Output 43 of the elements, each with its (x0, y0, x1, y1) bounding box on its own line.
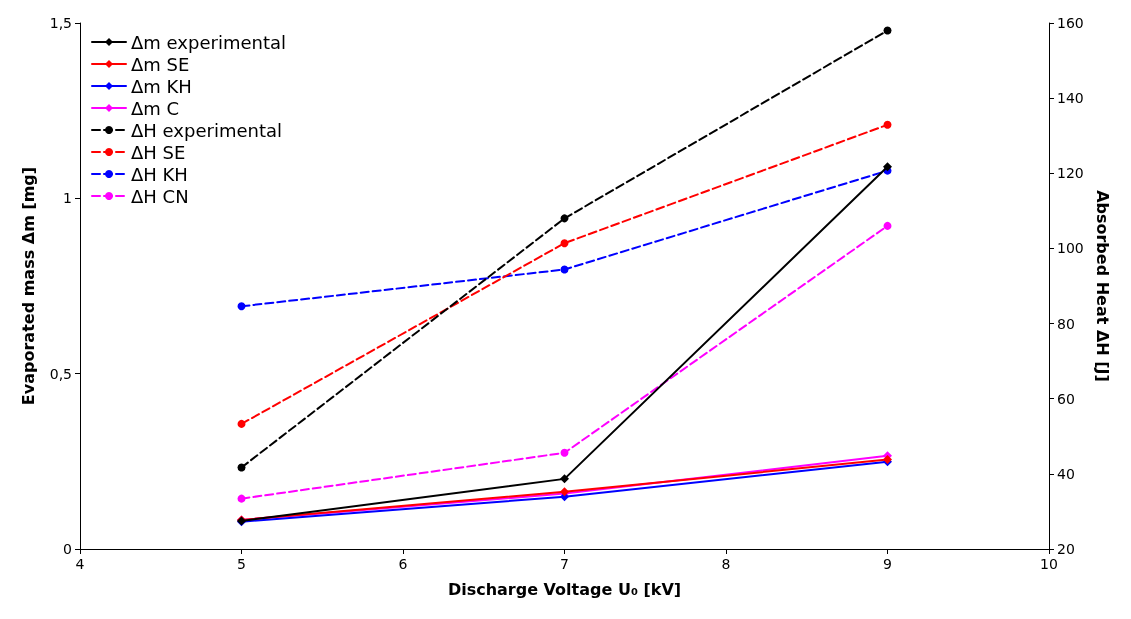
point (237, 463, 246, 472)
y2-axis-title: Absorbed Heat ΔH [J] (1093, 190, 1113, 382)
point (560, 214, 569, 223)
legend-label: Δm C (131, 97, 180, 119)
point (237, 302, 246, 311)
y-tick-label: 0,5 (49, 365, 72, 382)
y-tick-label: 0 (63, 541, 72, 557)
x-axis-title: Discharge Voltage U₀ [kV] (447, 579, 682, 599)
legend-label: ΔH experimental (131, 119, 282, 141)
y2-tick-label: 40 (1057, 465, 1075, 482)
legend-label: Δm KH (131, 75, 192, 97)
point (560, 448, 569, 457)
point (883, 162, 892, 172)
y2-tick-label: 20 (1057, 541, 1075, 557)
y2-tick-label: 100 (1057, 240, 1084, 257)
point (883, 221, 892, 230)
x-tick-label: 5 (237, 556, 246, 572)
point (560, 474, 569, 484)
y2-tick-label: 80 (1057, 315, 1075, 332)
legend-label: Δm SE (131, 53, 190, 75)
x-tick-label: 4 (75, 556, 85, 572)
y2-tick-label: 60 (1057, 390, 1075, 407)
point (560, 265, 569, 274)
point (883, 26, 892, 35)
y2-tick-label: 120 (1057, 165, 1084, 182)
legend-label: Δm experimental (131, 31, 286, 53)
y-tick-label: 1 (63, 190, 72, 207)
point (237, 419, 246, 428)
x-tick-label: 7 (560, 556, 569, 572)
point (237, 494, 246, 503)
y-axis-title: Evaporated mass Δm [mg] (18, 166, 38, 406)
x-tick-label: 10 (1040, 556, 1058, 572)
y-tick-label: 1,5 (49, 15, 72, 31)
legend-label: ΔH SE (131, 141, 186, 163)
point (560, 239, 569, 248)
legend-label: ΔH KH (131, 163, 188, 185)
x-tick-label: 9 (883, 556, 892, 572)
y2-tick-label: 160 (1057, 15, 1084, 31)
x-tick-label: 8 (721, 556, 731, 572)
point (883, 120, 892, 129)
legend-label: ΔH CN (131, 185, 189, 207)
y2-tick-label: 140 (1057, 90, 1084, 107)
x-tick-label: 6 (398, 556, 408, 572)
